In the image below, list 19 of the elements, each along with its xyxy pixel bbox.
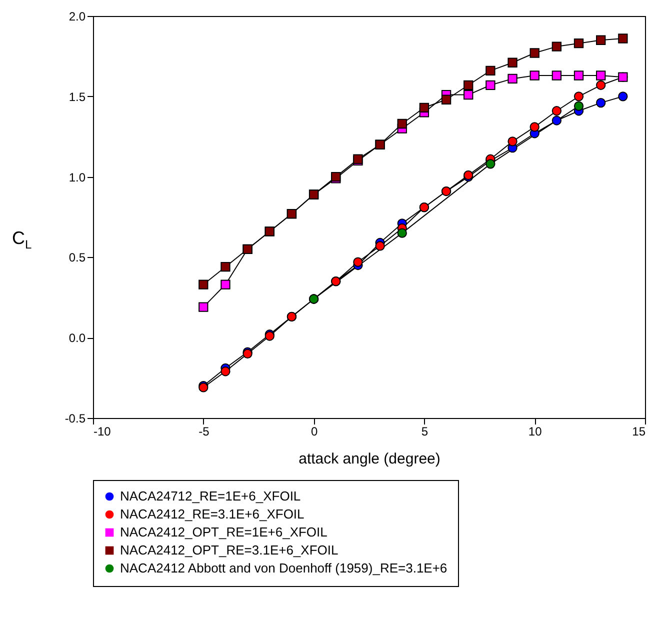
x-tick-label: 10 [528,424,542,438]
y-tick-label: 0.0 [68,331,86,346]
x-tick-label: 0 [310,424,318,438]
x-axis-title: attack angle (degree) [298,450,440,468]
legend-label: NACA2412_OPT_RE=1E+6_XFOIL [120,524,328,540]
y-tick-label: 1.5 [68,90,86,104]
legend-label: NACA2412_OPT_RE=3.1E+6_XFOIL [120,542,338,558]
x-tick-label: 15 [632,424,646,438]
x-tick-label: -5 [198,424,210,438]
x-tick-label: -10 [94,424,112,438]
legend-label: NACA2412 Abbott and von Doenhoff (1959)_RE=3.1E+6 [120,560,448,576]
y-tick-label: 1.0 [68,170,86,184]
x-tick-label: 5 [421,424,428,438]
legend-label: NACA24712_RE=1E+6_XFOIL [120,488,301,504]
legend-label: NACA2412_RE=3.1E+6_XFOIL [120,506,304,522]
y-axis-title: C$_{L}$ [12,228,32,252]
y-tick-label: 0.5 [68,250,86,265]
y-tick-label: -0.5 [64,412,86,426]
y-tick-label: 2.0 [68,10,86,24]
